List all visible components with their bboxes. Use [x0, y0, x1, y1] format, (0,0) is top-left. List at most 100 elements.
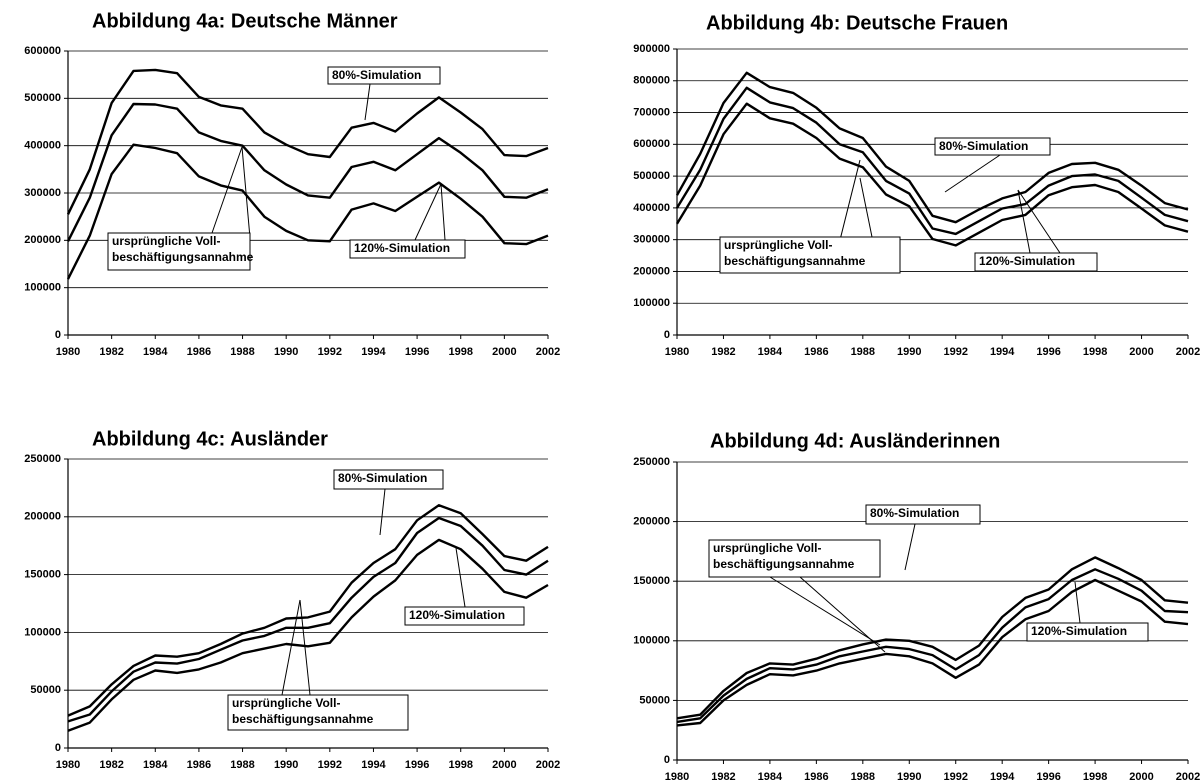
callout-box: [934, 137, 1051, 156]
x-tick-label: 1996: [405, 759, 429, 771]
series-line: [676, 568, 1189, 724]
y-tick-label: 700000: [633, 106, 670, 118]
callout-pointer: [364, 83, 371, 121]
callout-label: ursprüngliche Voll-: [724, 238, 832, 252]
callout-pointer: [299, 599, 311, 696]
chart-title: Abbildung 4d: Ausländerinnen: [710, 430, 1000, 452]
x-tick-label: 1984: [758, 346, 783, 358]
x-tick-label: 1982: [99, 346, 123, 358]
callout-label: 80%-Simulation: [939, 139, 1028, 153]
y-tick-label: 200000: [24, 234, 61, 246]
callout-pointer: [455, 547, 466, 608]
callout-box: [227, 694, 409, 731]
x-tick-label: 1984: [143, 759, 168, 771]
series-line: [66, 68, 549, 215]
x-tick-label: 2000: [492, 759, 516, 771]
chart-panel: Abbildung 4d: Ausländerinnen 0 50000 100000…: [633, 430, 1200, 783]
callout-box: [327, 66, 441, 85]
x-tick-label: 2002: [536, 346, 560, 358]
x-tick-label: 1984: [758, 771, 783, 783]
callout-box: [349, 239, 466, 259]
x-tick-label: 1996: [405, 346, 429, 358]
callout-box: [708, 539, 881, 578]
x-tick-label: 1996: [1036, 346, 1060, 358]
callout-pointer: [944, 154, 1001, 193]
series-line: [675, 86, 1189, 236]
x-tick-label: 1992: [318, 346, 342, 358]
callout-box: [333, 469, 444, 490]
y-tick-label: 50000: [30, 684, 61, 696]
series-line: [676, 578, 1189, 727]
callout-label: 120%-Simulation: [354, 241, 450, 255]
x-tick-label: 1982: [711, 346, 735, 358]
x-tick-label: 1998: [1083, 346, 1107, 358]
x-tick-label: 1990: [897, 346, 921, 358]
callout-label: ursprüngliche Voll-: [112, 234, 220, 248]
x-tick-label: 1998: [1083, 771, 1107, 783]
callout-label: 80%-Simulation: [338, 471, 427, 485]
y-tick-label: 100000: [633, 635, 670, 647]
y-tick-label: 500000: [633, 170, 670, 182]
callout-pointer: [1074, 581, 1081, 624]
y-tick-label: 600000: [24, 45, 61, 57]
y-tick-label: 0: [664, 754, 670, 766]
callout-label: 80%-Simulation: [332, 68, 421, 82]
callout-label: ursprüngliche Voll-: [713, 541, 821, 555]
callout-label: 120%-Simulation: [1031, 624, 1127, 638]
callout-box: [974, 252, 1098, 272]
y-tick-label: 300000: [633, 234, 670, 246]
callout-pointer: [211, 146, 243, 234]
x-tick-label: 2002: [536, 759, 560, 771]
y-tick-label: 100000: [24, 282, 61, 294]
x-tick-label: 1992: [318, 759, 342, 771]
callout-label: 120%-Simulation: [409, 608, 505, 622]
x-tick-label: 1996: [1036, 771, 1060, 783]
x-tick-label: 1990: [274, 346, 298, 358]
x-tick-label: 1984: [143, 346, 168, 358]
y-tick-label: 400000: [24, 140, 61, 152]
callout-pointer: [440, 183, 446, 241]
x-tick-label: 1994: [361, 346, 386, 358]
callout-pointer: [839, 159, 861, 241]
callout-label: beschäftigungsannahme: [713, 557, 855, 571]
callout-pointer: [414, 183, 442, 241]
series-line: [67, 538, 549, 732]
series-line: [66, 143, 549, 280]
callout-label: 120%-Simulation: [979, 254, 1075, 268]
y-tick-label: 0: [55, 329, 61, 341]
x-tick-label: 1988: [851, 771, 875, 783]
y-tick-label: 0: [55, 742, 61, 754]
x-tick-label: 1986: [804, 346, 828, 358]
y-tick-label: 100000: [633, 297, 670, 309]
callout-box: [107, 232, 251, 271]
x-tick-label: 1990: [274, 759, 298, 771]
y-tick-label: 800000: [633, 75, 670, 87]
callout-pointer: [281, 599, 301, 696]
callout-pointer: [859, 177, 873, 238]
y-tick-label: 100000: [24, 626, 61, 638]
callout-pointer: [1017, 189, 1031, 254]
callout-box: [865, 504, 981, 525]
x-tick-label: 1982: [711, 771, 735, 783]
y-tick-label: 200000: [633, 265, 670, 277]
chart-panel: Abbildung 4a: Deutsche Männer 0 100000 2000…: [24, 10, 560, 358]
series-line: [67, 516, 549, 723]
callout-pointer: [769, 576, 881, 646]
y-tick-label: 900000: [633, 43, 670, 55]
callout-pointer: [379, 488, 386, 536]
y-tick-label: 400000: [633, 202, 670, 214]
callout-pointer: [1017, 189, 1061, 254]
series-line: [676, 556, 1189, 720]
y-tick-label: 150000: [633, 575, 670, 587]
y-tick-label: 300000: [24, 187, 61, 199]
callout-label: beschäftigungsannahme: [724, 254, 866, 268]
chart-panel: Abbildung 4b: Deutsche Frauen 0 100000 2000…: [633, 12, 1200, 358]
y-tick-label: 500000: [24, 92, 61, 104]
x-tick-label: 1980: [665, 771, 689, 783]
x-tick-label: 2002: [1176, 346, 1200, 358]
chart-title: Abbildung 4b: Deutsche Frauen: [706, 12, 1008, 34]
y-tick-label: 200000: [633, 516, 670, 528]
x-tick-label: 1986: [804, 771, 828, 783]
x-tick-label: 1998: [448, 346, 472, 358]
